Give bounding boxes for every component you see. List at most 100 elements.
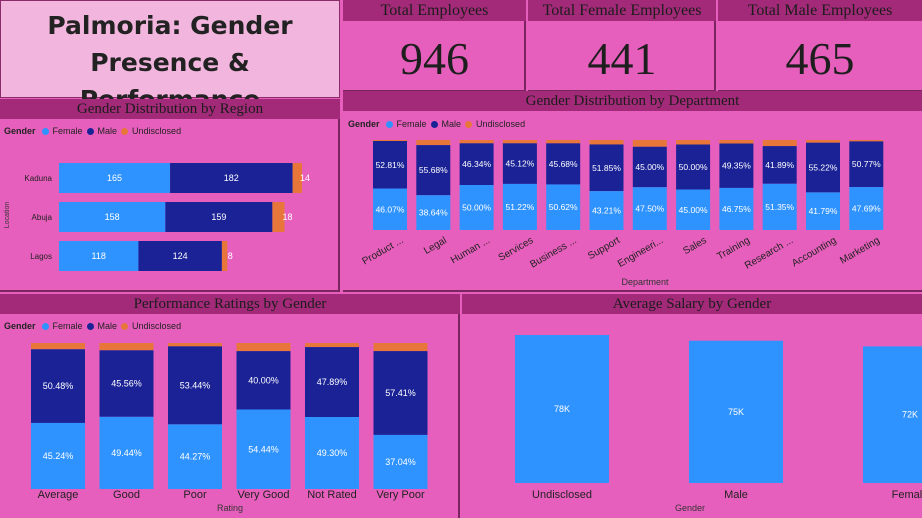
rating-category-label: Poor: [183, 489, 207, 501]
rating-bar-female: [236, 409, 291, 489]
kpi-total-employees-label: Total Employees: [343, 0, 526, 21]
female-dot-icon: [41, 127, 49, 135]
rating-female-label: 37.04%: [385, 457, 416, 467]
dept-bar-female: [849, 187, 884, 230]
rating-male-label: 47.89%: [317, 377, 348, 387]
dept-male-label: 55.22%: [809, 163, 838, 173]
rating-female-label: 45.24%: [43, 451, 74, 461]
rating-bar-undisclosed: [373, 343, 428, 352]
salary-bar: [515, 335, 609, 483]
rating-category-label: Good: [113, 489, 140, 501]
kpi-male-value: 465: [785, 33, 855, 84]
kpi-male-employees: Total Male Employees 465: [718, 0, 922, 92]
dept-bar-undisclosed: [459, 140, 494, 144]
rating-bar-undisclosed: [236, 343, 291, 352]
rating-bar-undisclosed: [168, 343, 222, 347]
dept-bar-male: [806, 142, 840, 193]
salary-panel: Average Salary by Gender 78K Undisclosed 7…: [462, 294, 922, 518]
region-bar-female: [59, 202, 166, 232]
dept-category-label: Business ...: [528, 235, 578, 270]
dept-bar-female: [632, 187, 667, 230]
salary-data-label: 78K: [554, 404, 570, 414]
dept-axis-label: Department: [621, 277, 669, 287]
dept-bar-female: [806, 192, 840, 230]
legend-female: Female: [396, 119, 427, 129]
region-bar-female: [59, 163, 171, 193]
kpi-total-employees: Total Employees 946: [343, 0, 526, 92]
dept-female-label: 47.50%: [635, 204, 664, 214]
legend-female: Female: [52, 126, 83, 136]
dept-bar-male: [849, 141, 884, 188]
rating-bar-female: [168, 424, 222, 489]
dept-bar-female: [676, 189, 711, 230]
rating-bar-undisclosed: [305, 343, 359, 348]
dept-bar-female: [762, 183, 797, 230]
male-dot-icon: [86, 322, 94, 330]
legend-undisclosed: Undisclosed: [132, 321, 182, 331]
region-bar-undisclosed: [292, 163, 302, 193]
rating-male-label: 57.41%: [385, 388, 416, 398]
department-panel: Gender Distribution by Department Gender…: [343, 91, 922, 292]
dept-male-label: 45.68%: [549, 159, 578, 169]
undisclosed-dot-icon: [121, 322, 129, 330]
rating-bar-male: [305, 347, 359, 418]
department-chart-title: Gender Distribution by Department: [343, 91, 922, 111]
region-bar-female: [59, 241, 139, 271]
dept-bar-undisclosed: [373, 140, 407, 142]
rating-bar-undisclosed: [99, 343, 154, 351]
salary-bar: [689, 340, 783, 483]
rating-bar-male: [168, 346, 222, 425]
dept-category-label: Research ...: [743, 235, 795, 271]
salary-category-label: Female: [892, 489, 922, 501]
male-dot-icon: [86, 127, 94, 135]
kpi-female-value: 441: [587, 33, 657, 84]
region-category-label: Lagos: [30, 252, 52, 261]
dept-category-label: Sales: [681, 235, 708, 257]
rating-category-label: Average: [38, 489, 79, 501]
male-dot-icon: [430, 120, 438, 128]
title-panel: Palmoria: Gender Presence & Performance: [0, 0, 340, 114]
performance-legend: Gender Female Male Undisclosed: [4, 321, 181, 331]
undisclosed-dot-icon: [465, 120, 473, 128]
department-legend: Gender Female Male Undisclosed: [348, 119, 525, 129]
region-data-label: 118: [92, 251, 106, 261]
dept-category-label: Services: [497, 235, 536, 264]
rating-bar-male: [373, 351, 428, 435]
dept-bar-male: [416, 145, 451, 196]
dept-bar-male: [502, 143, 537, 184]
dept-bar-female: [373, 188, 407, 230]
region-axis-label: Location: [4, 202, 11, 229]
rating-bar-male: [236, 351, 291, 410]
region-data-label: 165: [107, 173, 122, 183]
dept-bar-male: [459, 143, 494, 185]
kpi-total-employees-value: 946: [400, 33, 469, 84]
dept-category-label: Engineeri...: [616, 235, 665, 270]
rating-male-label: 53.44%: [180, 380, 211, 390]
salary-data-label: 75K: [728, 407, 744, 417]
region-bar-male: [165, 202, 273, 232]
dept-female-label: 38.64%: [419, 208, 448, 218]
dept-male-label: 45.00%: [635, 162, 664, 172]
dept-male-label: 50.00%: [679, 162, 708, 172]
rating-female-label: 49.44%: [111, 448, 142, 458]
rating-category-label: Not Rated: [307, 489, 357, 501]
dept-bar-undisclosed: [632, 140, 667, 147]
region-data-label: 8: [228, 251, 233, 261]
dept-bar-undisclosed: [416, 140, 451, 146]
dept-bar-female: [416, 195, 451, 230]
legend-female: Female: [52, 321, 83, 331]
female-dot-icon: [41, 322, 49, 330]
salary-chart-title: Average Salary by Gender: [462, 294, 922, 314]
dept-category-label: Marketing: [838, 235, 882, 266]
dept-male-label: 41.89%: [765, 160, 794, 170]
dept-category-label: Legal: [422, 235, 449, 257]
dept-male-label: 46.34%: [462, 159, 491, 169]
dept-bar-male: [373, 141, 407, 189]
region-bar-male: [138, 241, 222, 271]
dept-male-label: 49.35%: [722, 161, 751, 171]
dept-male-label: 55.68%: [419, 165, 448, 175]
salary-bar: [863, 346, 922, 483]
dept-female-label: 46.07%: [376, 204, 405, 214]
rating-bar-female: [31, 422, 85, 489]
region-legend: Gender Female Male Undisclosed: [4, 126, 181, 136]
